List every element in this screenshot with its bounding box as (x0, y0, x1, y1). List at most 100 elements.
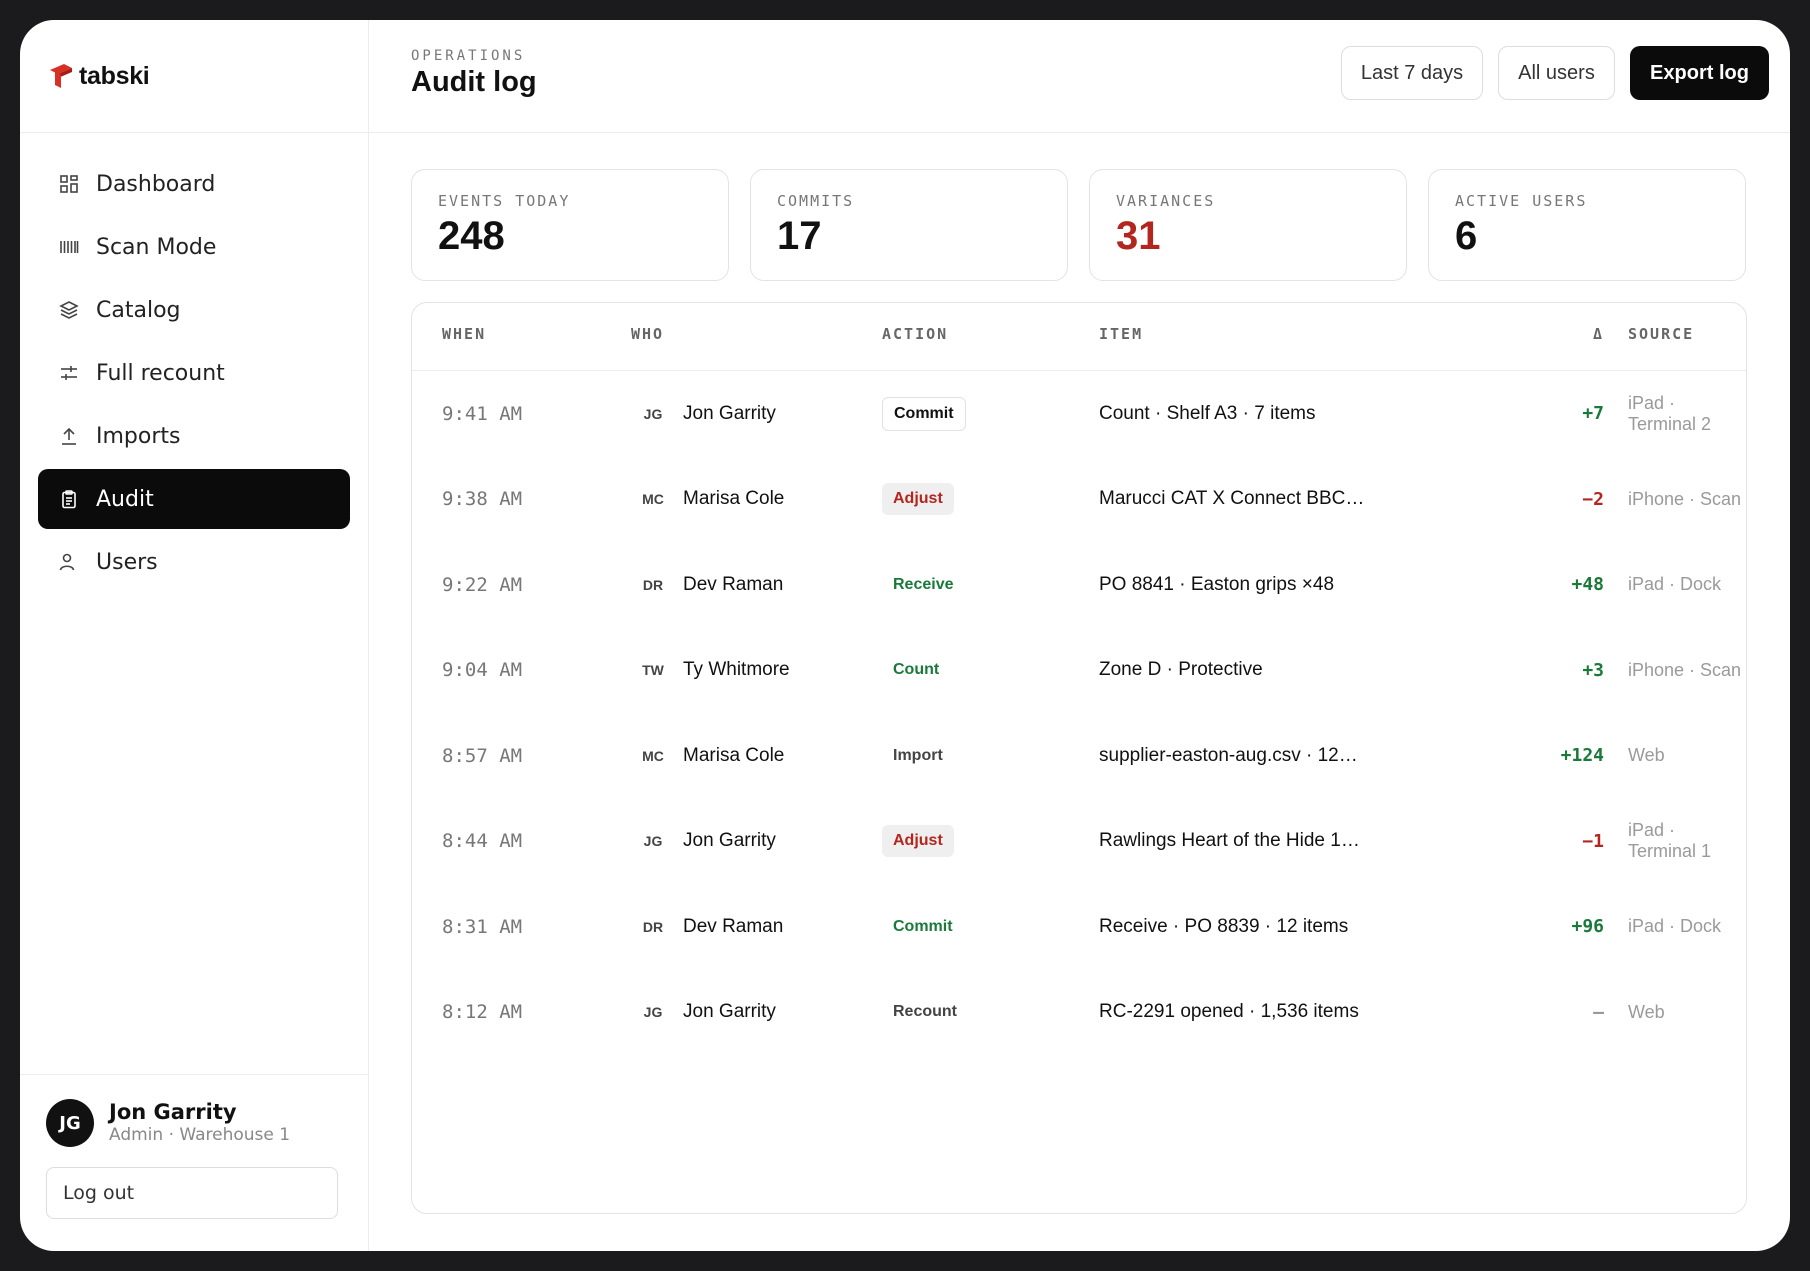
user-name: Ty Whitmore (683, 659, 790, 681)
barcode-icon (56, 234, 82, 260)
user-name: Jon Garrity (683, 402, 776, 424)
main-content: OPERATIONS Audit log Last 7 days All use… (369, 20, 1790, 1251)
table-row[interactable]: 8:12 AM JG Jon Garrity Recount RC-2291 opene… (412, 970, 1746, 1056)
user-panel: JG Jon Garrity Admin · Warehouse 1 Log o… (20, 1074, 368, 1251)
brand-name: tabski (79, 61, 150, 90)
action-badge: Count (893, 661, 940, 679)
stat-card-commits: COMMITS 17 (750, 169, 1068, 281)
user-initials: JG (643, 405, 663, 422)
cell-who: JG Jon Garrity (637, 970, 776, 1056)
user-initials: TW (642, 662, 664, 679)
table-row[interactable]: 9:04 AM TW Ty Whitmore Count Zone D · Protec… (412, 628, 1746, 714)
stat-label: ACTIVE USERS (1455, 192, 1588, 210)
user-name: Marisa Cole (683, 744, 785, 766)
cell-who: TW Ty Whitmore (637, 628, 790, 714)
action-badge: Commit (893, 917, 953, 935)
table-row[interactable]: 8:31 AM DR Dev Raman Commit Receive · PO 883… (412, 884, 1746, 970)
sidebar: tabski Dashboard Scan Mode Catalog Full rec… (20, 20, 369, 1251)
cell-source: iPad · Dock (1628, 574, 1722, 595)
cell-when: 9:38 AM (442, 488, 523, 511)
user-name: Jon Garrity (109, 1100, 237, 1124)
cell-when: 8:31 AM (442, 915, 523, 938)
user-name: Jon Garrity (683, 1001, 776, 1023)
cell-who: DR Dev Raman (637, 884, 783, 970)
cell-delta: +7 (1582, 403, 1604, 425)
sidebar-nav: Dashboard Scan Mode Catalog Full recount Imp… (20, 133, 368, 592)
sidebar-item-label: Scan Mode (96, 234, 217, 260)
app-window: tabski Dashboard Scan Mode Catalog Full rec… (20, 20, 1790, 1251)
layers-icon (56, 297, 82, 323)
stat-card-variances: VARIANCES 31 (1089, 169, 1407, 281)
stat-label: EVENTS TODAY (438, 192, 571, 210)
sidebar-item-label: Dashboard (96, 171, 216, 197)
sidebar-item-users[interactable]: Users (38, 532, 350, 592)
action-badge: Adjust (882, 483, 954, 516)
sidebar-item-full-recount[interactable]: Full recount (38, 343, 350, 403)
stat-card-active-users: ACTIVE USERS 6 (1428, 169, 1746, 281)
cell-delta: +96 (1571, 916, 1604, 938)
action-badge: Receive (893, 575, 954, 593)
sidebar-item-catalog[interactable]: Catalog (38, 280, 350, 340)
col-source[interactable]: SOURCE (1628, 325, 1695, 343)
col-item[interactable]: ITEM (1099, 325, 1144, 343)
cell-source: iPad · Terminal 2 (1628, 392, 1712, 434)
date-range-filter-button[interactable]: Last 7 days (1341, 46, 1483, 100)
clipboard-icon (56, 486, 82, 512)
sidebar-item-dashboard[interactable]: Dashboard (38, 154, 350, 214)
cell-delta: +3 (1582, 659, 1604, 681)
action-badge: Adjust (882, 825, 954, 858)
cell-who: MC Marisa Cole (637, 713, 784, 799)
stat-label: COMMITS (777, 192, 855, 210)
cell-when: 9:41 AM (442, 402, 523, 425)
grid-icon (56, 171, 82, 197)
col-when[interactable]: WHEN (442, 325, 487, 343)
cell-action: Import (882, 713, 954, 799)
sidebar-item-scan-mode[interactable]: Scan Mode (38, 217, 350, 277)
stat-value: 248 (438, 214, 505, 258)
sidebar-item-label: Users (96, 549, 158, 575)
table-row[interactable]: 9:41 AM JG Jon Garrity Commit Count · Shelf … (412, 371, 1746, 457)
stat-value: 6 (1455, 214, 1478, 258)
cell-source: Web (1628, 745, 1665, 766)
user-name: Jon Garrity (683, 830, 776, 852)
col-who[interactable]: WHO (631, 325, 665, 343)
table-body: 9:41 AM JG Jon Garrity Commit Count · Shelf … (412, 371, 1746, 1055)
sidebar-item-imports[interactable]: Imports (38, 406, 350, 466)
page-title: Audit log (411, 66, 537, 98)
user-name: Marisa Cole (683, 488, 785, 510)
sidebar-item-label: Imports (96, 423, 181, 449)
user-initials: JG (643, 1004, 663, 1021)
cell-when: 9:04 AM (442, 659, 523, 682)
cell-item: Count · Shelf A3 · 7 items (1099, 402, 1316, 424)
cell-source: Web (1628, 1001, 1665, 1022)
cell-item: Marucci CAT X Connect BBC… (1099, 488, 1365, 510)
cell-delta: −1 (1582, 830, 1604, 852)
stat-card-events-today: EVENTS TODAY 248 (411, 169, 729, 281)
cell-delta: +48 (1571, 574, 1604, 596)
brand[interactable]: tabski (20, 20, 368, 133)
action-badge: Recount (893, 1003, 957, 1021)
logout-button[interactable]: Log out (46, 1167, 338, 1219)
upload-icon (56, 423, 82, 449)
user-initials: JG (643, 833, 663, 850)
cell-when: 9:22 AM (442, 573, 523, 596)
table-row[interactable]: 8:57 AM MC Marisa Cole Import supplier-easto… (412, 713, 1746, 799)
user-filter-button[interactable]: All users (1498, 46, 1615, 100)
table-row[interactable]: 9:22 AM DR Dev Raman Receive PO 8841 · Easto… (412, 542, 1746, 628)
col-action[interactable]: ACTION (882, 325, 949, 343)
table-header: WHEN WHO ACTION ITEM Δ SOURCE (412, 303, 1746, 371)
tabski-logo-icon (47, 61, 75, 91)
table-row[interactable]: 9:38 AM MC Marisa Cole Adjust Marucci CAT X … (412, 457, 1746, 543)
cell-who: JG Jon Garrity (637, 371, 776, 457)
cell-action: Adjust (882, 457, 954, 543)
cell-who: JG Jon Garrity (637, 799, 776, 885)
user-initials: DR (642, 918, 664, 935)
sidebar-item-audit[interactable]: Audit (38, 469, 350, 529)
user-name: Dev Raman (683, 573, 784, 595)
table-row[interactable]: 8:44 AM JG Jon Garrity Adjust Rawlings Heart… (412, 799, 1746, 885)
col-delta[interactable]: Δ (1592, 325, 1604, 343)
export-log-button[interactable]: Export log (1630, 46, 1769, 100)
cell-delta: +124 (1560, 745, 1604, 767)
action-badge: Commit (882, 396, 966, 431)
avatar[interactable]: JG (46, 1099, 94, 1147)
